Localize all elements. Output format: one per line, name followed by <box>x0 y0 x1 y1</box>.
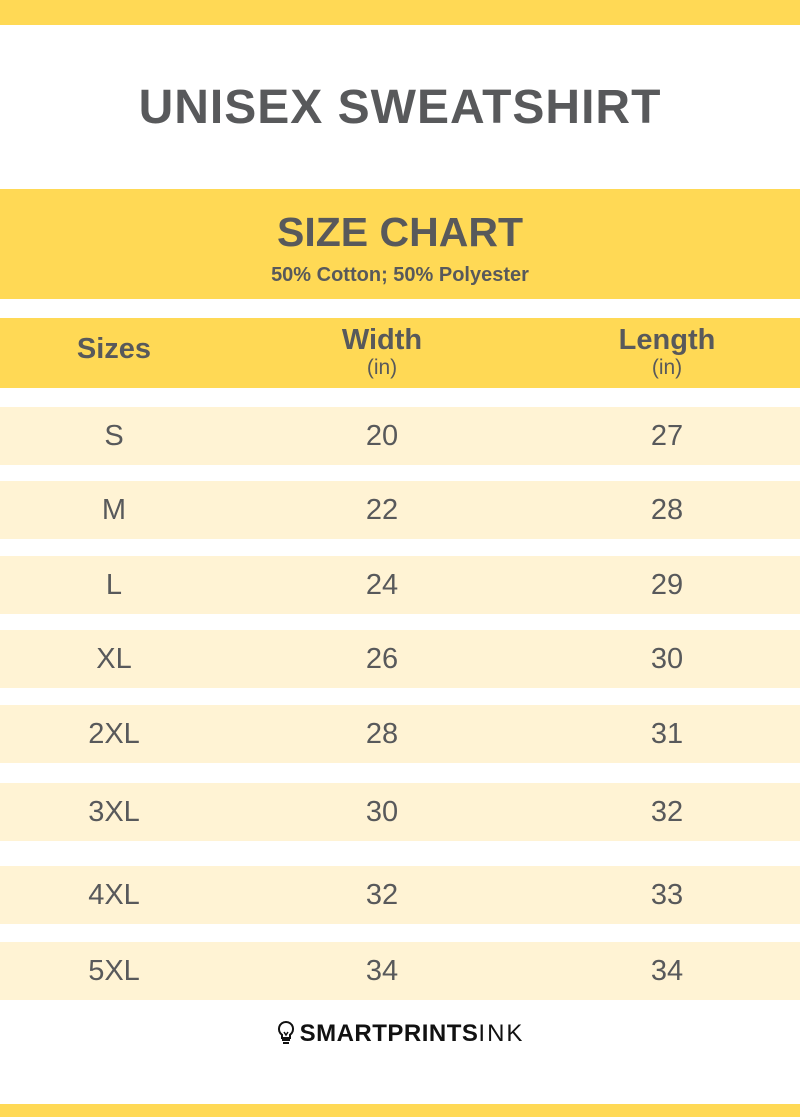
page-title: UNISEX SWEATSHIRT <box>138 81 662 134</box>
length-cell: 34 <box>650 955 684 987</box>
size-cell: XL <box>96 643 132 675</box>
length-cell: 27 <box>650 420 684 452</box>
width-cell: 20 <box>365 420 399 452</box>
size-cell: M <box>101 494 127 526</box>
length-cell: 29 <box>650 569 684 601</box>
size-cell: L <box>105 569 123 601</box>
length-cell: 33 <box>650 879 684 911</box>
table-row: 2XL 28 31 <box>0 705 800 763</box>
size-cell: 4XL <box>88 879 140 911</box>
size-chart-banner: SIZE CHART 50% Cotton; 50% Polyester <box>0 189 800 299</box>
header-width-unit: (in) <box>366 356 398 379</box>
length-cell: 28 <box>650 494 684 526</box>
header-length: Length (in) <box>567 324 767 379</box>
header-length-label: Length <box>618 324 716 356</box>
table-row: M 22 28 <box>0 481 800 539</box>
header-width: Width (in) <box>282 324 482 379</box>
top-bar <box>0 0 800 25</box>
material-text: 50% Cotton; 50% Polyester <box>271 264 529 286</box>
table-row: 3XL 30 32 <box>0 783 800 841</box>
size-cell: 2XL <box>88 718 140 750</box>
size-chart-title: SIZE CHART <box>277 209 523 255</box>
logo-bold-text: SMARTPRINTS <box>299 1020 479 1047</box>
table-row: L 24 29 <box>0 556 800 614</box>
width-cell: 34 <box>365 955 399 987</box>
table-header: Sizes Width (in) Length (in) <box>0 318 800 388</box>
header-width-label: Width <box>341 324 423 356</box>
table-row: XL 26 30 <box>0 630 800 688</box>
header-sizes: Sizes <box>76 333 152 365</box>
length-cell: 30 <box>650 643 684 675</box>
table-row: S 20 27 <box>0 407 800 465</box>
size-cell: 3XL <box>88 796 140 828</box>
length-cell: 32 <box>650 796 684 828</box>
logo-light-text: INK <box>478 1020 525 1047</box>
width-cell: 30 <box>365 796 399 828</box>
size-cell: S <box>104 420 124 452</box>
brand-logo: SMARTPRINTSINK <box>0 1020 800 1048</box>
lightbulb-icon <box>277 1020 294 1044</box>
length-cell: 31 <box>650 718 684 750</box>
width-cell: 24 <box>365 569 399 601</box>
bottom-bar <box>0 1104 800 1117</box>
size-cell: 5XL <box>88 955 140 987</box>
width-cell: 32 <box>365 879 399 911</box>
table-row: 4XL 32 33 <box>0 866 800 924</box>
table-row: 5XL 34 34 <box>0 942 800 1000</box>
width-cell: 26 <box>365 643 399 675</box>
width-cell: 22 <box>365 494 399 526</box>
header-length-unit: (in) <box>651 356 683 379</box>
width-cell: 28 <box>365 718 399 750</box>
